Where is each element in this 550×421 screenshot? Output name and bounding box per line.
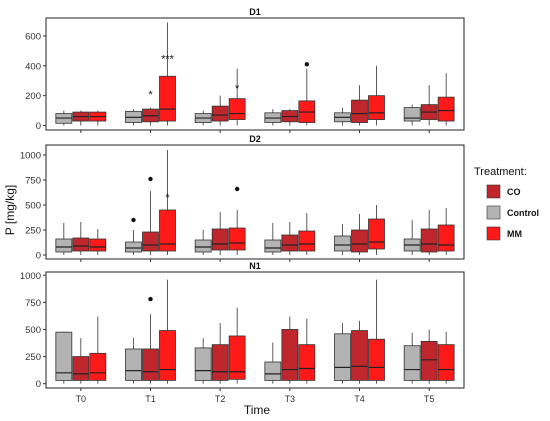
x-tick-label: T3: [285, 394, 296, 404]
panel-n1: N1 0 250 500 750 1000 T0 T1 T2 T3 T4 T5: [20, 261, 465, 404]
y-tick-label: 250: [25, 352, 41, 363]
significance-label: *: [235, 83, 240, 95]
box-mm: [437, 344, 455, 381]
box-mm: [368, 218, 385, 250]
x-tick-label: T4: [354, 394, 365, 404]
panel-frame: [45, 17, 465, 131]
box-control: [125, 241, 142, 253]
panel-title-d2: D2: [249, 134, 261, 144]
box-co: [281, 329, 299, 381]
box-co: [72, 356, 90, 381]
box-mm: [437, 96, 455, 122]
significance-label: ***: [161, 53, 175, 65]
box-control: [55, 331, 73, 381]
y-tick-label: 600: [25, 31, 41, 42]
legend-label-control: Control: [507, 208, 539, 218]
box-mm: [437, 224, 455, 252]
box-control: [194, 347, 212, 381]
box-mm: [89, 238, 107, 252]
box-control: [334, 235, 351, 252]
legend-label-mm: MM: [507, 229, 522, 239]
legend-key-co: [486, 184, 501, 199]
box-mm: [228, 227, 246, 251]
box-co: [72, 237, 90, 252]
y-axis-title: P [mg/kg]: [3, 185, 17, 235]
legend-key-control: [486, 205, 501, 220]
box-co: [211, 228, 229, 251]
box-co: [420, 228, 438, 253]
box-co: [281, 234, 299, 252]
x-tick-label: T1: [145, 394, 156, 404]
box-co: [211, 105, 229, 122]
box-co: [351, 229, 368, 253]
x-tick-label: T0: [76, 394, 87, 404]
box-control: [125, 348, 142, 381]
box-control: [264, 361, 282, 381]
box-co: [351, 99, 368, 123]
legend-title: Treatment:: [474, 166, 527, 178]
y-tick-label: 0: [36, 379, 41, 390]
box-control: [403, 107, 421, 122]
box-co: [142, 348, 159, 381]
panel-d2: D2 0 250 500 750 1000 *: [20, 134, 465, 262]
panel-title-d1: D1: [249, 7, 261, 17]
y-tick-label: 750: [25, 176, 41, 187]
y-tick-label: 1000: [20, 151, 41, 162]
box-mm: [298, 230, 316, 252]
box-co: [142, 231, 159, 252]
significance-label: *: [148, 89, 153, 101]
box-co: [211, 344, 229, 381]
panel-frame: [45, 144, 465, 260]
box-control: [334, 333, 351, 381]
outlier-point: [148, 176, 153, 182]
box-control: [403, 345, 421, 381]
box-mm: [228, 98, 246, 120]
significance-label: *: [165, 192, 170, 204]
y-tick-label: 200: [25, 91, 41, 102]
box-mm: [298, 344, 316, 381]
y-tick-label: 0: [36, 251, 41, 262]
y-tick-label: 1000: [20, 271, 41, 282]
box-control: [264, 239, 282, 253]
x-tick-label: T5: [424, 394, 435, 404]
panel-frame: [45, 271, 465, 389]
box-control: [194, 239, 212, 253]
box-mm: [228, 335, 246, 380]
legend-label-co: CO: [507, 187, 521, 197]
y-tick-label: 500: [25, 201, 41, 212]
y-tick-label: 400: [25, 61, 41, 72]
box-mm: [159, 209, 176, 252]
x-axis-title: Time: [244, 403, 271, 417]
y-tick-label: 500: [25, 325, 41, 336]
box-co: [351, 330, 368, 381]
legend: Treatment: CO Control MM: [474, 166, 539, 241]
outlier-point: [234, 186, 240, 192]
box-mm: [368, 338, 385, 381]
box-mm: [159, 330, 176, 381]
legend-key-mm: [486, 226, 501, 241]
box-mm: [159, 75, 176, 122]
box-co: [420, 340, 438, 381]
outlier-point: [131, 217, 136, 223]
x-tick-label: T2: [215, 394, 226, 404]
box-control: [55, 238, 73, 253]
panel-title-n1: N1: [249, 261, 261, 271]
box-mm: [368, 95, 385, 120]
y-tick-label: 250: [25, 226, 41, 237]
outlier-point: [148, 296, 153, 302]
y-tick-label: 750: [25, 298, 41, 309]
outlier-point: [304, 62, 310, 67]
y-tick-label: 0: [36, 121, 41, 132]
box-mm: [89, 352, 107, 381]
